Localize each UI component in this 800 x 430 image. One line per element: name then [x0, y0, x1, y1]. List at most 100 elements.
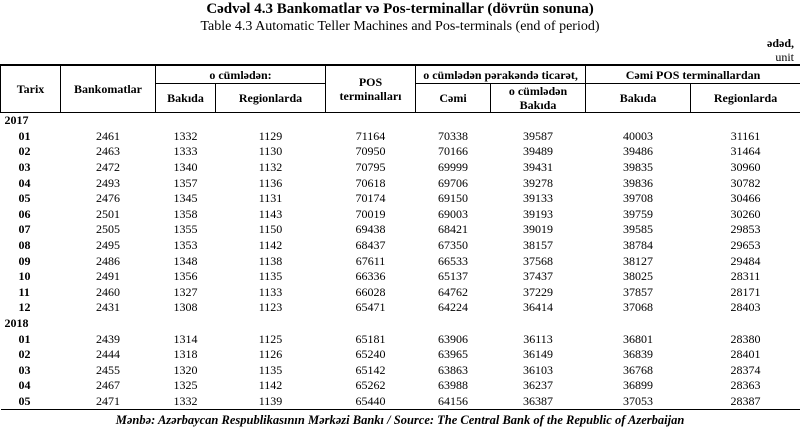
value-cell: 37857 [623, 284, 654, 299]
value-cell: 36103 [523, 362, 554, 377]
value-cell: 2505 [96, 222, 120, 237]
value-cell: 70795 [355, 160, 386, 175]
value-cell: 2467 [96, 378, 120, 393]
empty-cell [586, 113, 691, 129]
empty-cell [216, 113, 326, 129]
value-cell: 2431 [96, 300, 120, 315]
header-cell: Regionlarda [690, 83, 800, 113]
value-cell: 69150 [438, 191, 469, 206]
value-cell: 1355 [173, 222, 198, 237]
value-cell: 64762 [438, 284, 469, 299]
data-row: 04 2493 1357 1136 70618 69706 39278 39836 30782 [1, 175, 800, 191]
data-row: 05 2471 1332 1139 65440 64156 36387 37053 28387 [0, 393, 800, 411]
data-row: 08 2495 1353 1142 68437 67350 38157 38784 29653 [1, 238, 800, 254]
value-cell: 1332 [173, 128, 198, 143]
value-cell: 1142 [258, 238, 283, 253]
value-cell: 39587 [523, 128, 554, 143]
data-row: 03 2455 1320 1135 65142 63863 36103 36768 28374 [1, 363, 800, 379]
value-cell: 31161 [730, 128, 761, 143]
value-cell: 63906 [438, 331, 469, 346]
value-cell: 2439 [96, 331, 120, 346]
value-cell: 2493 [96, 175, 120, 190]
value-cell: 1142 [258, 378, 283, 393]
value-cell: 1340 [173, 160, 198, 175]
value-cell: 68437 [355, 238, 386, 253]
data-row: 09 2486 1348 1138 67611 66533 37568 38127 29484 [1, 253, 800, 269]
month-cell: 03 [18, 160, 31, 175]
value-cell: 30782 [730, 175, 761, 190]
empty-cell [691, 113, 800, 129]
data-row: 06 2501 1358 1143 70019 69003 39193 39759 30260 [1, 207, 800, 223]
month-cell: 08 [18, 238, 31, 253]
value-cell: 65137 [438, 269, 469, 284]
value-cell: 1138 [258, 253, 283, 268]
month-cell: 03 [18, 362, 31, 377]
month-cell: 06 [18, 206, 31, 221]
empty-cell [416, 316, 491, 332]
value-cell: 70618 [355, 175, 386, 190]
value-cell: 29853 [730, 222, 761, 237]
value-cell: 1345 [173, 191, 198, 206]
month-cell: 04 [18, 175, 31, 190]
value-cell: 39708 [623, 191, 654, 206]
value-cell: 67611 [355, 253, 386, 268]
data-row: 05 2476 1345 1131 70174 69150 39133 39708 30466 [1, 191, 800, 207]
month-cell: 01 [18, 331, 31, 346]
value-cell: 1333 [173, 144, 198, 159]
value-cell: 63863 [438, 362, 469, 377]
value-cell: 36149 [523, 347, 554, 362]
value-cell: 69003 [438, 206, 469, 221]
value-cell: 64156 [415, 393, 491, 411]
value-cell: 63965 [438, 347, 469, 362]
empty-cell [586, 316, 691, 332]
data-row: 02 2444 1318 1126 65240 63965 36149 36839 28401 [1, 347, 800, 363]
data-row: 04 2467 1325 1142 65262 63988 36237 36899 28363 [1, 378, 800, 394]
value-cell: 66533 [438, 253, 469, 268]
month-cell: 05 [0, 393, 61, 411]
table-body: 2017 01 2461 1332 1129 71164 70338 39587 40003 31… [0, 113, 800, 411]
value-cell: 65440 [325, 393, 416, 411]
empty-cell [326, 113, 416, 129]
value-cell: 1135 [258, 269, 283, 284]
value-cell: 2501 [96, 206, 120, 221]
month-cell: 05 [18, 191, 31, 206]
year-cell: 2017 [4, 113, 29, 128]
value-cell: 1132 [258, 160, 283, 175]
value-cell: 28403 [730, 300, 761, 315]
value-cell: 1131 [258, 191, 283, 206]
value-cell: 1129 [258, 128, 283, 143]
month-cell: 01 [18, 128, 31, 143]
value-cell: 36768 [623, 362, 654, 377]
year-row: 2017 [1, 113, 800, 129]
value-cell: 28363 [730, 378, 761, 393]
value-cell: 28171 [730, 284, 761, 299]
value-cell: 1318 [173, 347, 198, 362]
value-cell: 39133 [523, 191, 554, 206]
value-cell: 65262 [355, 378, 386, 393]
value-cell: 37437 [523, 269, 554, 284]
value-cell: 39489 [523, 144, 554, 159]
value-cell: 39585 [623, 222, 654, 237]
unit: ədəd, unit [767, 36, 794, 64]
empty-cell [61, 113, 156, 129]
header-cell: POS terminalları [325, 64, 417, 113]
value-cell: 66028 [355, 284, 386, 299]
value-cell: 1125 [258, 331, 283, 346]
value-cell: 30260 [730, 206, 761, 221]
value-cell: 1139 [215, 393, 326, 411]
data-row: 11 2460 1327 1133 66028 64762 37229 37857 28171 [1, 285, 800, 301]
table-header: Tarix Bankomatlar o cümlədən: POS termin… [0, 64, 800, 113]
empty-cell [416, 113, 491, 129]
empty-cell [491, 316, 586, 332]
value-cell: 2472 [96, 160, 120, 175]
value-cell: 2495 [96, 238, 120, 253]
data-row: 03 2472 1340 1132 70795 69999 39431 39835 30960 [1, 160, 800, 176]
header-cell: Bakıda [155, 83, 216, 113]
value-cell: 36801 [623, 331, 654, 346]
empty-cell [491, 113, 586, 129]
value-cell: 1357 [173, 175, 198, 190]
value-cell: 2463 [96, 144, 120, 159]
value-cell: 37068 [623, 300, 654, 315]
